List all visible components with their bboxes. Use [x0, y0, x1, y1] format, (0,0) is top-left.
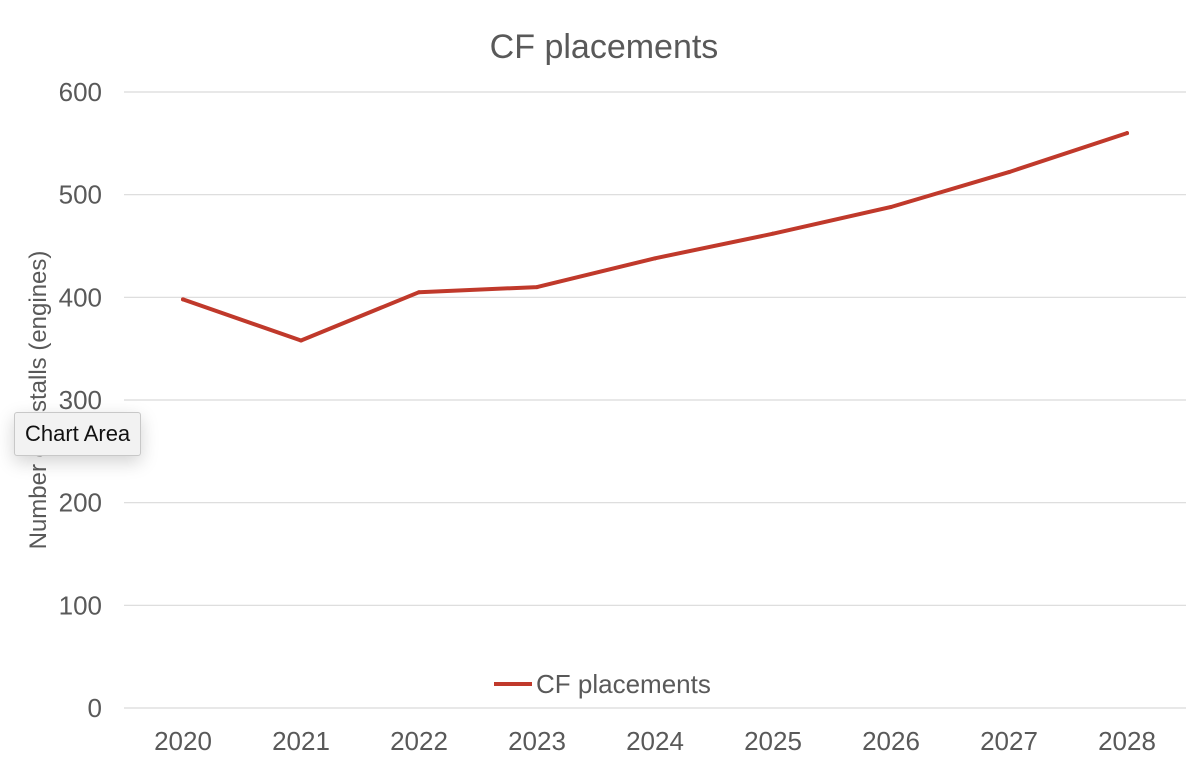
y-axis-title: Number of installs (engines)	[25, 251, 52, 550]
data-point	[535, 285, 539, 290]
y-tick-label: 400	[59, 282, 102, 312]
x-tick-label: 2021	[272, 726, 330, 756]
data-point	[771, 231, 775, 236]
x-tick-label: 2023	[508, 726, 566, 756]
data-point	[653, 256, 657, 261]
data-point	[181, 297, 185, 302]
y-tick-label: 500	[59, 180, 102, 210]
gridlines	[124, 91, 1186, 709]
data-point	[889, 204, 893, 209]
legend: CF placements	[494, 669, 711, 699]
x-tick-label: 2020	[154, 726, 212, 756]
y-tick-label: 300	[59, 385, 102, 415]
chart-area-tooltip: Chart Area	[14, 412, 142, 456]
legend-label: CF placements	[536, 669, 711, 699]
x-tick-label: 2027	[980, 726, 1038, 756]
series-line	[181, 131, 1129, 343]
y-tick-label: 600	[59, 77, 102, 107]
x-tick-label: 2028	[1098, 726, 1156, 756]
x-tick-label: 2025	[744, 726, 802, 756]
y-tick-label: 200	[59, 488, 102, 518]
data-point	[1125, 131, 1129, 136]
chart-title: CF placements	[490, 28, 719, 66]
y-axis-ticks: 0 100 200 300 400 500 600	[59, 77, 102, 723]
x-tick-label: 2026	[862, 726, 920, 756]
x-tick-label: 2024	[626, 726, 684, 756]
x-tick-label: 2022	[390, 726, 448, 756]
y-tick-label: 100	[59, 590, 102, 620]
x-axis-ticks: 2020 2021 2022 2023 2024 2025 2026 2027 2028	[154, 726, 1156, 756]
series-group	[181, 131, 1129, 343]
data-point	[1007, 170, 1011, 175]
y-tick-label: 0	[88, 693, 102, 723]
data-point	[299, 338, 303, 343]
data-point	[417, 290, 421, 295]
